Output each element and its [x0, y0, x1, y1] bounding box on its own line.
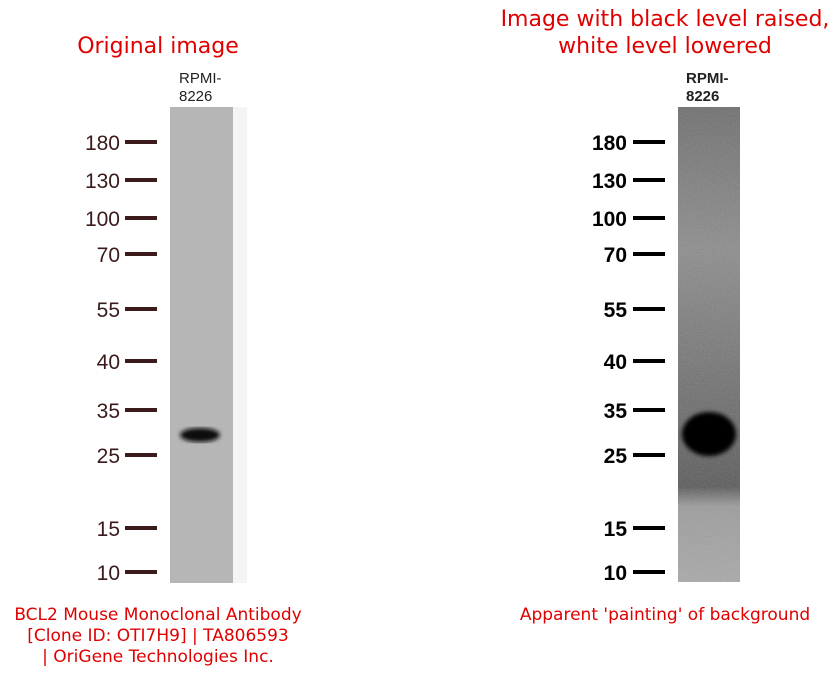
marker-label: 25: [604, 445, 628, 468]
marker-label: 70: [97, 244, 120, 267]
caption: BCL2 Mouse Monoclonal Antibody: [14, 605, 301, 625]
marker-label: 25: [97, 445, 120, 468]
blot-band: [682, 412, 736, 456]
blot-band: [180, 428, 220, 442]
blot-edge: [233, 107, 247, 583]
blot-lane: [170, 107, 233, 583]
lane-label: RPMI-: [179, 70, 222, 87]
marker-label: 180: [85, 132, 120, 155]
marker-label: 10: [604, 562, 627, 585]
marker-label: 180: [592, 132, 627, 155]
marker-label: 70: [604, 244, 627, 267]
panel-title: Image with black level raised,: [501, 7, 830, 32]
marker-label: 10: [97, 562, 120, 585]
caption: Apparent 'painting' of background: [520, 605, 810, 625]
marker-label: 130: [592, 170, 627, 193]
panel-title: Original image: [77, 34, 239, 59]
blot-noise: [678, 107, 740, 582]
lane-label: 8226: [179, 88, 212, 105]
marker-label: 15: [97, 518, 120, 541]
caption: | OriGene Technologies Inc.: [42, 647, 274, 667]
marker-label: 55: [97, 299, 120, 322]
lane-label: 8226: [686, 88, 719, 105]
marker-label: 35: [97, 400, 120, 423]
marker-label: 35: [604, 400, 628, 423]
panel-title: white level lowered: [558, 34, 772, 59]
marker-label: 40: [604, 351, 627, 374]
marker-label: 100: [85, 208, 120, 231]
marker-label: 15: [604, 518, 628, 541]
lane-label: RPMI-: [686, 70, 729, 87]
marker-label: 55: [604, 299, 628, 322]
marker-label: 130: [85, 170, 120, 193]
caption: [Clone ID: OTI7H9] | TA806593: [27, 626, 288, 646]
marker-label: 40: [97, 351, 120, 374]
marker-label: 100: [592, 208, 627, 231]
